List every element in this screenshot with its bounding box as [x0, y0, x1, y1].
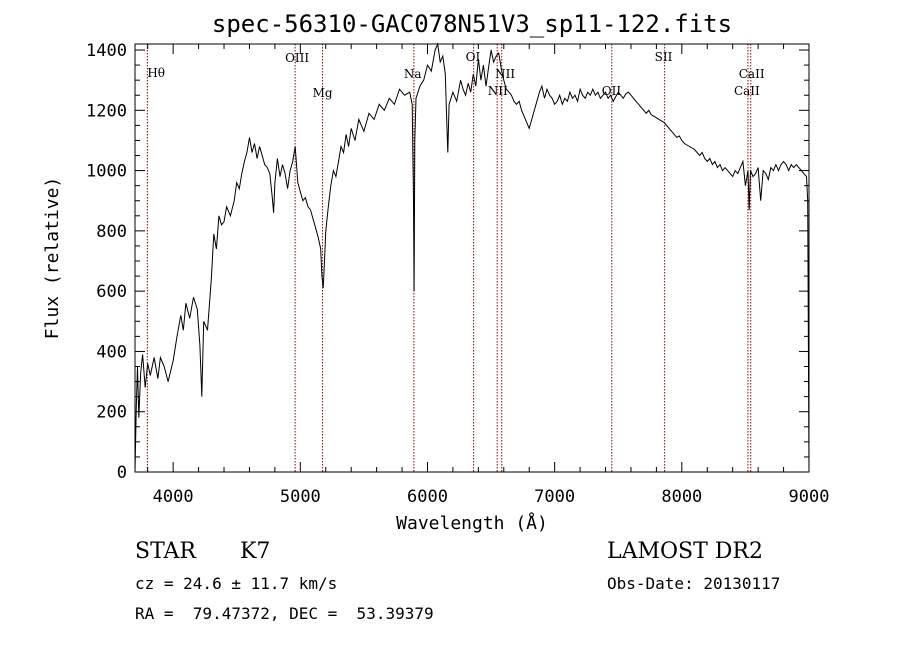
y-tick-label: 200	[96, 403, 127, 423]
line-marker-label: NII	[488, 84, 508, 98]
x-tick-label: 9000	[789, 487, 830, 507]
y-tick-label: 0	[117, 463, 127, 483]
y-axis-label: Flux (relative)	[42, 177, 63, 340]
y-tick-label: 600	[96, 282, 127, 302]
survey-name: LAMOST DR2	[607, 539, 763, 564]
y-axis-ticks: 0 200 400 600 800 1000 1200 1400	[86, 41, 809, 483]
line-marker-label: SII	[655, 50, 673, 64]
line-marker-label: CaII	[739, 67, 765, 81]
line-marker-label: NII	[495, 67, 515, 81]
line-marker-label: CaII	[734, 84, 760, 98]
line-marker-label: Hθ	[147, 66, 165, 80]
chart-title: spec-56310-GAC078N51V3_sp11-122.fits	[212, 10, 732, 38]
redshift-velocity: cz = 24.6 ± 11.7 km/s	[135, 574, 338, 593]
x-axis-ticks: 4000 5000 6000 7000 8000 9000	[147, 44, 830, 507]
coordinates: RA = 79.47372, DEC = 53.39379	[135, 604, 434, 623]
object-class: STAR	[135, 539, 196, 564]
spectrum-chart: spec-56310-GAC078N51V3_sp11-122.fits Hθ O…	[42, 10, 830, 534]
y-tick-label: 400	[96, 342, 127, 362]
spectrum-line	[134, 42, 810, 473]
plot-frame	[134, 43, 810, 473]
line-marker-label: OII	[602, 84, 622, 98]
line-marker-labels: Hθ OIII Mg Na OI NII NII OII SII CaII CaII	[147, 50, 764, 100]
line-marker-label: Na	[404, 67, 422, 81]
x-tick-label: 5000	[280, 487, 321, 507]
x-tick-label: 4000	[153, 487, 194, 507]
observation-date: Obs-Date: 20130117	[607, 574, 781, 593]
x-axis-label: Wavelength (Å)	[396, 512, 548, 534]
y-tick-label: 1200	[86, 101, 127, 121]
line-marker-label: OI	[466, 50, 481, 64]
y-tick-label: 800	[96, 222, 127, 242]
line-marker-label: Mg	[313, 86, 333, 100]
x-tick-label: 8000	[661, 487, 702, 507]
subclass: K7	[240, 539, 271, 564]
x-tick-label: 7000	[534, 487, 575, 507]
x-tick-label: 6000	[407, 487, 448, 507]
line-marker-label: OIII	[285, 51, 309, 65]
y-tick-label: 1000	[86, 162, 127, 182]
y-tick-label: 1400	[86, 41, 127, 61]
